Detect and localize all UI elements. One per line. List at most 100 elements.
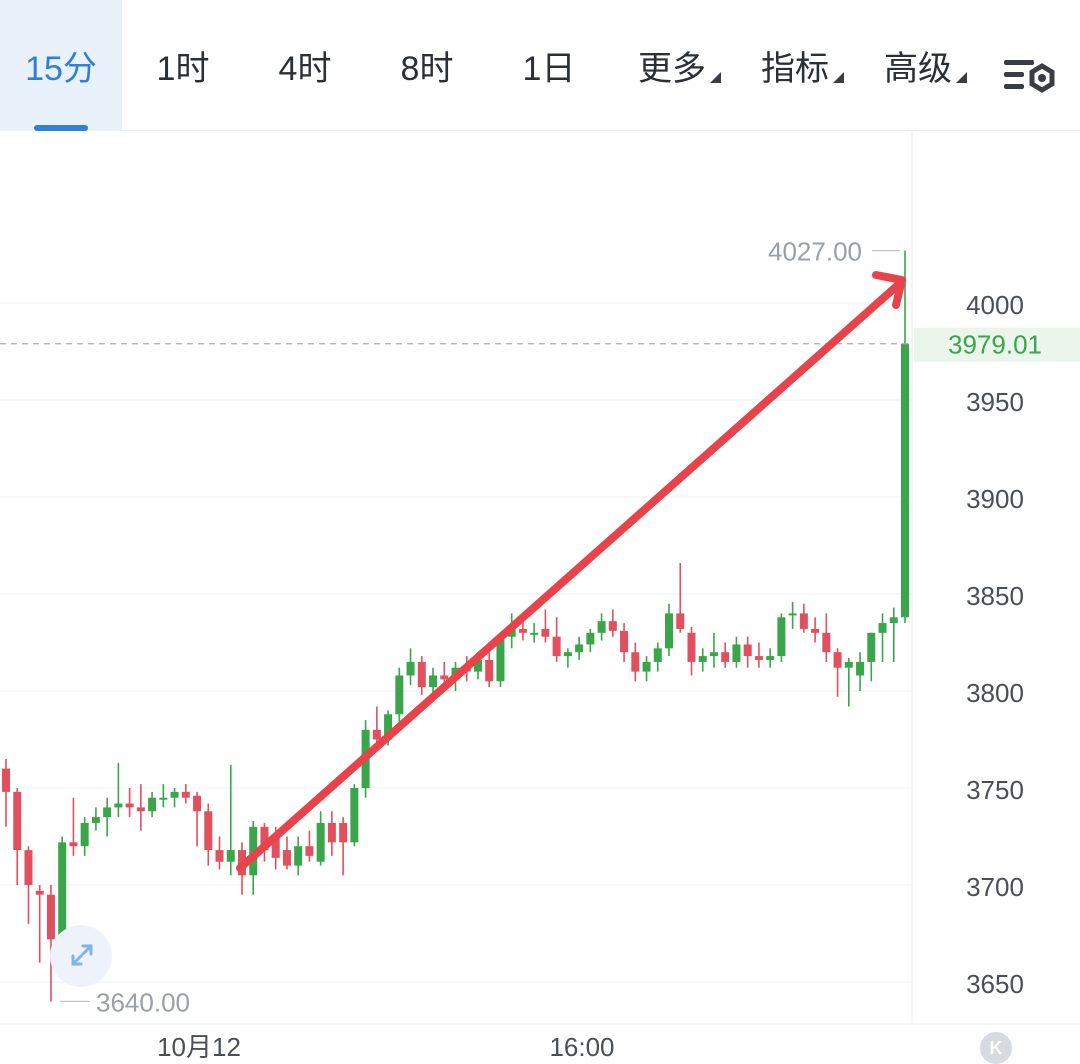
high-price-label: 4027.00 xyxy=(768,237,862,267)
tab-label: 15分 xyxy=(25,49,97,88)
candle-body xyxy=(80,822,89,847)
x-tick-label: 10月12 xyxy=(157,1032,241,1062)
candle-body xyxy=(518,628,527,633)
candle-body xyxy=(406,661,415,676)
candle-body xyxy=(148,797,157,812)
candle-body xyxy=(125,803,134,808)
chart-settings-button[interactable] xyxy=(1000,52,1060,100)
indicators-label: 指标 xyxy=(761,49,829,88)
candle-body xyxy=(563,652,572,657)
indicators-dropdown[interactable]: 指标 xyxy=(761,0,844,130)
y-tick-label: 3700 xyxy=(966,872,1024,902)
candle-body xyxy=(631,652,640,672)
candle-body xyxy=(811,628,820,633)
candle-body xyxy=(856,661,865,676)
current-price-label: 3979.01 xyxy=(948,330,1042,360)
candle-body xyxy=(754,656,763,660)
y-tick-label: 3850 xyxy=(966,581,1024,611)
tab-15m[interactable]: 15分 xyxy=(0,0,122,131)
annotation-arrow-head xyxy=(872,271,906,309)
candle-body xyxy=(777,617,786,657)
candle-body xyxy=(103,807,112,818)
candle-body xyxy=(372,729,381,740)
fullscreen-button[interactable] xyxy=(50,925,112,987)
candle-body xyxy=(282,850,291,866)
annotation-arrow-shaft xyxy=(236,281,902,872)
candle-body xyxy=(271,836,280,858)
more-dropdown[interactable]: 更多 xyxy=(638,0,721,130)
candle-body xyxy=(766,656,775,660)
advanced-dropdown[interactable]: 高级 xyxy=(884,0,967,130)
price-chart[interactable]: 3650 3700 3750 3800 3850 3900 3950 4000 10月12 16:… xyxy=(0,131,1080,1064)
candle-body xyxy=(901,343,909,618)
candle-body xyxy=(665,613,674,649)
candle-body xyxy=(878,623,887,633)
y-tick-label: 3900 xyxy=(966,484,1024,514)
candle-body xyxy=(339,822,348,843)
tab-label: 1日 xyxy=(522,49,576,88)
candle-body xyxy=(608,621,617,631)
candle-body xyxy=(844,661,853,668)
y-tick-label: 3800 xyxy=(966,678,1024,708)
candle-body xyxy=(395,675,404,715)
candle-body xyxy=(294,846,303,866)
caret-down-icon xyxy=(833,71,844,83)
candle-body xyxy=(586,632,595,645)
more-label: 更多 xyxy=(638,49,706,88)
tab-label: 4时 xyxy=(278,49,332,88)
candle-body xyxy=(226,850,235,862)
candle-body xyxy=(552,636,561,657)
toolbar: 15分 1时 4时 8时 1日 更多 指标 高级 xyxy=(0,0,1080,131)
candle-body xyxy=(159,797,168,800)
low-price-label: 3640.00 xyxy=(96,987,190,1017)
candle-body xyxy=(417,661,426,688)
candle-body xyxy=(642,661,651,672)
candle-body xyxy=(822,632,831,653)
y-tick-label: 3950 xyxy=(966,387,1024,417)
candle-body xyxy=(46,894,55,940)
tab-1d[interactable]: 1日 xyxy=(488,0,610,130)
candle-body xyxy=(58,842,67,940)
y-tick-label: 3750 xyxy=(966,775,1024,805)
chart-settings-icon xyxy=(1004,60,1055,93)
candle-body xyxy=(575,644,584,653)
expand-icon xyxy=(71,944,93,966)
candle-body xyxy=(496,636,505,682)
x-tick-label: 16:00 xyxy=(549,1032,614,1062)
candle-body xyxy=(204,811,213,851)
candle-body xyxy=(676,613,685,629)
candle-body xyxy=(732,644,741,662)
candle-body xyxy=(620,630,629,653)
tab-1h[interactable]: 1时 xyxy=(122,0,244,130)
candle-body xyxy=(384,714,393,740)
candle-body xyxy=(91,817,100,823)
candle-body xyxy=(13,791,22,851)
candle-body xyxy=(69,842,78,847)
candle-body xyxy=(327,822,336,843)
candle-body xyxy=(597,621,606,633)
tab-8h[interactable]: 8时 xyxy=(366,0,488,130)
candle-body xyxy=(193,795,202,812)
candle-body xyxy=(687,632,696,662)
candle-body xyxy=(181,791,190,798)
candle-body xyxy=(799,613,808,629)
tab-4h[interactable]: 4时 xyxy=(244,0,366,130)
candle-body xyxy=(867,632,876,662)
caret-down-icon xyxy=(956,71,967,83)
candle-body xyxy=(215,850,224,862)
tab-label: 8时 xyxy=(400,49,454,88)
candle-body xyxy=(473,659,482,672)
candle-body xyxy=(305,846,314,856)
candle-body xyxy=(709,652,718,657)
kline-type-button[interactable]: K xyxy=(980,1032,1012,1064)
candle-body xyxy=(170,791,179,798)
candle-body xyxy=(743,644,752,657)
candle-body xyxy=(2,768,10,792)
active-tab-indicator xyxy=(34,125,88,131)
candle-body xyxy=(698,656,707,662)
candle-body xyxy=(114,803,123,808)
y-tick-label: 3650 xyxy=(966,969,1024,999)
candle-body xyxy=(440,675,449,680)
tab-label: 1时 xyxy=(156,49,210,88)
candle-body xyxy=(507,628,516,637)
